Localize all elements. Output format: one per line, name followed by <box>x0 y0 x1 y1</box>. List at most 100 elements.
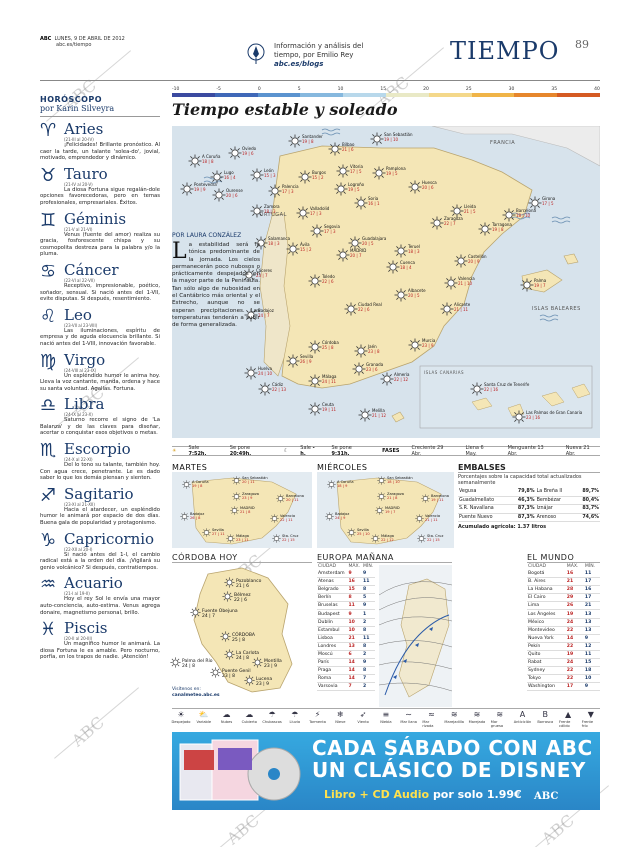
reservoir-row: S.R. Navallana 87,3% Iznájar 83,7% <box>458 504 600 514</box>
city-name: MADRID <box>350 248 367 253</box>
city-temps: 24 | 9 <box>335 516 346 520</box>
max-temp: 21 <box>347 634 362 643</box>
forecast-city: MADRID 19 | 7 <box>385 506 400 514</box>
legend-14-icon: ≋ <box>496 710 504 719</box>
legend-6-icon: ⚡ <box>314 710 321 719</box>
scale-bar <box>172 93 600 97</box>
map-city: Logroño 19 | 5 <box>348 182 364 192</box>
reservoir-name: Bembézar <box>535 496 574 506</box>
legend-3-icon: ☁ <box>245 710 254 719</box>
map-city: Zaragoza 22 | 7 <box>444 216 463 226</box>
city-name: Ourense <box>226 188 243 193</box>
phase-nueva: Nueva 21 Abr. <box>565 445 590 457</box>
city-temps: 15 | 2 <box>312 175 324 180</box>
city-name: Córdoba <box>322 340 339 345</box>
city-temps: 25 | 10 <box>357 532 370 536</box>
sun-moon-strip: ☀ Sale 7:52h. Se pone 20:49h. ☾ Sale -h.… <box>172 445 600 457</box>
max-temp: 21 <box>565 577 584 587</box>
city-name: Tokyo <box>527 674 566 684</box>
city-temps: 20 | 11 <box>242 480 255 484</box>
sun-icon <box>444 276 458 290</box>
map-city: Granada 23 | 6 <box>366 362 383 372</box>
min-temp: 21 <box>583 601 600 611</box>
map-city: Valencia 21 | 10 <box>458 276 475 286</box>
reservoirs-table: Vegusa 79,8% La Breña II 89,7% Guadalmellato… <box>458 488 600 523</box>
min-temp: 9 <box>583 634 600 643</box>
scale-tick: 40 <box>594 87 600 92</box>
sign-dates: (24-VIII al 23-IX) <box>64 367 97 373</box>
sun-icon <box>328 142 342 156</box>
city-temps: 19 | 5 <box>348 187 360 192</box>
sun-icon <box>270 514 279 523</box>
legend-10-icon: ∼ <box>405 710 412 719</box>
sign-text: Saturno recorre el signo de 'La Balanza'… <box>40 417 160 437</box>
world-row: B. Aires 21 17 <box>527 577 600 587</box>
header-site[interactable]: abc.es/tiempo <box>56 42 92 48</box>
sun-icon <box>268 184 282 198</box>
cordoba-box: CÓRDOBA HOY Pozoblanco 21 | 6 Bélmez 22 | 6… <box>170 553 312 703</box>
horoscope-sign-capricornio: ♑ Capricornio (22-XII al 20-I) Si nació ant… <box>40 529 160 572</box>
city-name: Salamanca <box>268 236 291 241</box>
reservoir-name: Guadalmellato <box>458 496 510 506</box>
world-row: Tokyo 22 10 <box>527 674 600 684</box>
map-city: Toledo 22 | 6 <box>322 274 335 284</box>
blog-link[interactable]: abc.es/blogs <box>274 60 324 68</box>
sun-icon <box>228 146 242 160</box>
cordoba-place: Pozoblanco 21 | 6 <box>236 579 261 589</box>
forecast-city: Valencia 21 | 11 <box>425 514 440 522</box>
legend-item: B Borrasca <box>536 710 554 728</box>
min-temp: 9 <box>583 682 600 692</box>
world-row: Nueva York 14 9 <box>527 634 600 643</box>
scale-band <box>343 93 386 97</box>
place-temps: 23 | 8 <box>222 674 235 679</box>
max-temp: 24 <box>565 618 584 627</box>
legend-0-icon: ☀ <box>177 710 185 719</box>
watermark: ABC <box>538 810 578 847</box>
sun-icon <box>348 236 362 250</box>
max-temp: 7 <box>347 682 362 692</box>
disney-ad[interactable]: CADA SÁBADO CON ABC UN CLÁSICO DE DISNEY… <box>172 732 600 810</box>
sign-name: Acuario <box>64 574 123 593</box>
max-temp: 22 <box>565 642 584 651</box>
sign-name: Capricornio <box>64 529 155 548</box>
legend-label: Frente frío <box>581 720 594 728</box>
legend-label: Marejada <box>468 720 486 724</box>
place-temps: 21 | 6 <box>236 584 249 589</box>
city-temps: 22 | 12 <box>381 538 394 542</box>
label-portugal: PORTUGAL <box>256 212 287 218</box>
city-temps: 20 | 6 <box>226 193 238 198</box>
scale-tick: -10 <box>172 87 180 92</box>
sun-icon <box>286 242 300 256</box>
legend-label: Frente cálido <box>559 720 571 728</box>
place-temps: 23 | 9 <box>264 664 277 669</box>
temperature-scale: -10 -5 0 5 10 15 20 25 30 35 40 <box>172 87 600 99</box>
city-name: Pamplona <box>386 166 406 171</box>
city-temps: 27 | 11 <box>212 532 225 536</box>
legend-18-icon: ▼ <box>587 710 594 719</box>
map-city: Málaga 24 | 11 <box>322 374 336 384</box>
map-city: Ciudad Real 22 | 6 <box>358 302 382 312</box>
web-link[interactable]: canalmeteo.abc.es <box>172 693 220 698</box>
city-temps: 20 | 6 <box>422 185 434 190</box>
sun-icon <box>502 208 516 222</box>
map-city: Huesca 20 | 6 <box>422 180 437 190</box>
sun-icon <box>182 480 191 489</box>
scale-tick: 5 <box>297 87 301 92</box>
city-temps: 17 | 3 <box>282 189 294 194</box>
city-name: MADRID <box>385 506 400 510</box>
city-temps: 22 | 13 <box>272 387 287 392</box>
sun-icon <box>224 649 235 660</box>
map-shape <box>203 126 600 429</box>
min-temp: 16 <box>583 585 600 595</box>
cordoba-place: Bélmez 22 | 6 <box>234 593 251 603</box>
place-name: Pozoblanco <box>236 579 262 584</box>
europe-row: Belgrado 15 8 <box>317 585 375 595</box>
place-temps: 22 | 6 <box>234 598 247 603</box>
world-table: CIUDAD MÁX. MÍN. Bogotá 16 11 B. Aires 21 17 La … <box>527 563 600 692</box>
city-name: Alicante <box>454 302 471 307</box>
horoscope-sign-géminis: ♊ Géminis (21-V al 21-VI) Venus (fuente del… <box>40 210 160 258</box>
reservoirs-accumulated: Acumulado agrícola: 1.37 litros <box>458 524 547 531</box>
city-temps: 22 | 15 <box>427 538 440 542</box>
sun-icon <box>308 274 322 288</box>
city-name: Lleida <box>464 204 476 209</box>
